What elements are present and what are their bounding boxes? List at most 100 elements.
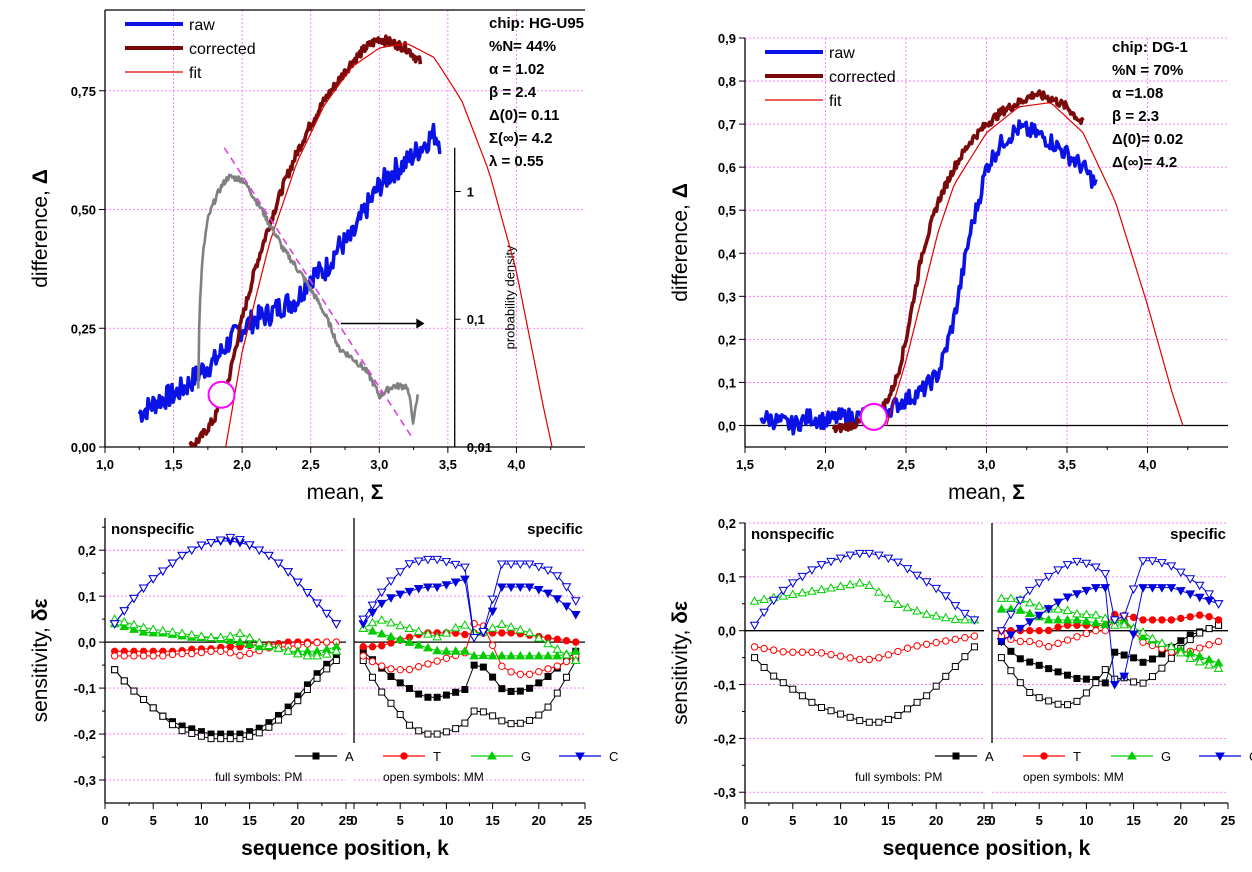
marker-A [1139,679,1147,687]
marker-T [961,634,969,642]
marker-C [478,628,489,637]
y-tick-label: -0,1 [714,678,736,693]
x-tick-label: 10 [833,813,847,828]
marker-T [942,637,950,645]
marker-T [378,662,386,670]
x-tick-label: 1,5 [736,457,754,472]
marker-C [292,578,303,588]
series-A_MM [359,657,580,738]
marker-C [1213,600,1224,609]
marker-A [563,673,571,681]
marker-G [902,602,913,612]
marker-C [432,555,443,565]
series-line [114,540,337,625]
marker-T [922,640,931,648]
marker-C [561,583,572,592]
marker-G [129,624,139,633]
marker-T [750,643,759,651]
marker-G [367,626,378,635]
marker-A [396,679,404,687]
x-tick-label: 10 [439,813,453,828]
marker-T [159,652,167,660]
marker-C [749,621,760,631]
marker-A [479,663,487,671]
x-tick-label: 3,5 [1058,457,1076,472]
marker-T [1054,623,1062,631]
marker-C [358,615,369,625]
marker-A [188,729,196,737]
marker-A [951,663,959,671]
marker-A [178,727,186,735]
marker-C [487,595,498,605]
marker-G [533,633,544,642]
annotation-line: λ = 0.55 [489,153,544,170]
marker-G [138,622,149,632]
x-tick-label: 5 [150,813,157,828]
marker-C [778,586,789,596]
marker-G [845,579,856,589]
marker-G [1006,593,1016,602]
marker-C [1175,587,1186,596]
marker-G [1053,604,1063,613]
panel-p1: 1,0 1,5 2,0 2,5 3,0 3,5 4,0 0,00 0,25 0,50 0,75 mea… [29,9,585,504]
legend-label-raw: raw [829,45,855,62]
marker-G [225,631,236,640]
marker-G [376,615,387,624]
marker-G [441,628,452,637]
marker-T [808,648,816,656]
marker-T [562,637,571,645]
marker-A [378,688,386,696]
marker-T [313,638,321,647]
marker-G [552,650,563,660]
series-C_MM [109,533,342,629]
marker-A [405,721,413,729]
marker-C [1157,559,1167,568]
marker-A [275,716,283,724]
annotation-line: Δ(0)= 0.02 [1112,131,1183,148]
x-tick-label: 2,0 [233,457,251,472]
marker-C [864,549,875,559]
marker-T [1092,626,1100,635]
marker-G [921,609,932,618]
marker-T [130,652,138,660]
marker-T [1063,636,1072,644]
marker-C [1015,596,1026,606]
marker-A [1158,664,1166,672]
marker-C [138,584,149,593]
marker-A [303,685,311,693]
marker-C [186,546,197,555]
marker-A [217,735,225,743]
marker-T [236,651,244,660]
note-open-symbols: open symbols: MM [1023,770,1124,784]
marker-T [378,642,386,650]
series-C_PM [996,584,1224,690]
y2-tick-label: 0,01 [467,440,492,455]
marker-C [148,575,159,584]
y-tick-label: 0,2 [78,543,96,558]
marker-T [1158,616,1166,624]
annotation-line: Σ(∞)= 4.2 [489,130,552,147]
marker-A [120,677,128,685]
marker-C [432,583,443,592]
marker-A [507,720,515,728]
marker-C [321,609,332,619]
marker-G [404,637,415,646]
x-tick-label: 10 [1079,813,1093,828]
onset-marker [207,380,236,409]
marker-T [1040,752,1048,760]
marker-A [875,718,883,726]
marker-A [856,717,864,725]
marker-C [1062,593,1073,602]
marker-C [506,560,516,569]
marker-T [1195,611,1204,619]
marker-C [1024,586,1035,596]
marker-C [543,566,553,576]
y2-tick-label: 1 [467,184,474,199]
y2-tick-label: 0,1 [467,312,485,327]
onset-marker [859,402,888,431]
marker-C [1194,593,1205,603]
marker-A [424,730,432,738]
marker-G [787,589,798,599]
marker-C [367,601,378,611]
marker-T [110,652,119,660]
